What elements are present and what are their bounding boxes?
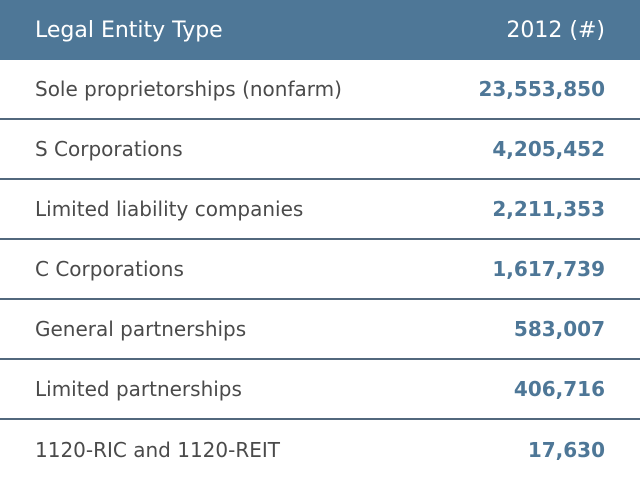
header-entity-type: Legal Entity Type — [35, 17, 223, 43]
row-label: Limited liability companies — [35, 197, 304, 221]
row-value: 23,553,850 — [478, 77, 605, 101]
table-row: 1120-RIC and 1120-REIT 17,630 — [0, 420, 640, 480]
table-row: C Corporations 1,617,739 — [0, 240, 640, 300]
row-label: Sole proprietorships (nonfarm) — [35, 77, 342, 101]
row-label: Limited partnerships — [35, 377, 242, 401]
row-value: 406,716 — [513, 377, 605, 401]
row-value: 583,007 — [513, 317, 605, 341]
row-value: 2,211,353 — [492, 197, 605, 221]
row-value: 17,630 — [527, 438, 605, 462]
header-2012-count: 2012 (#) — [506, 17, 605, 43]
row-label: General partnerships — [35, 317, 247, 341]
row-label: C Corporations — [35, 257, 184, 281]
table-row: General partnerships 583,007 — [0, 300, 640, 360]
row-value: 4,205,452 — [492, 137, 605, 161]
row-label: S Corporations — [35, 137, 183, 161]
row-label: 1120-RIC and 1120-REIT — [35, 438, 280, 462]
table-row: Limited partnerships 406,716 — [0, 360, 640, 420]
table-header: Legal Entity Type 2012 (#) — [0, 0, 640, 60]
row-value: 1,617,739 — [492, 257, 605, 281]
table-row: Limited liability companies 2,211,353 — [0, 180, 640, 240]
table-row: Sole proprietorships (nonfarm) 23,553,85… — [0, 60, 640, 120]
table-body: Sole proprietorships (nonfarm) 23,553,85… — [0, 60, 640, 480]
table-row: S Corporations 4,205,452 — [0, 120, 640, 180]
